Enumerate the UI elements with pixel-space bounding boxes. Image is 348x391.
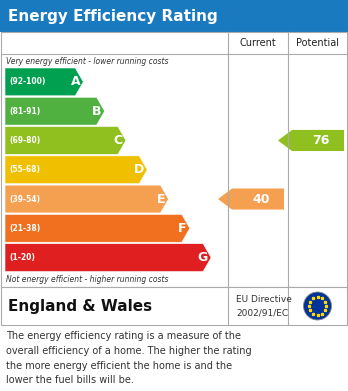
Text: (21-38): (21-38) [9,224,40,233]
Text: (81-91): (81-91) [9,107,40,116]
Text: B: B [92,105,102,118]
Text: G: G [198,251,208,264]
Text: Very energy efficient - lower running costs: Very energy efficient - lower running co… [6,57,168,66]
Polygon shape [218,188,284,210]
Text: (69-80): (69-80) [9,136,40,145]
Text: Potential: Potential [296,38,339,48]
Text: 40: 40 [252,192,270,206]
Text: Not energy efficient - higher running costs: Not energy efficient - higher running co… [6,275,168,284]
Text: England & Wales: England & Wales [8,298,152,314]
Polygon shape [5,244,211,271]
Polygon shape [5,127,126,154]
Text: A: A [71,75,80,88]
Text: Current: Current [240,38,276,48]
Text: (92-100): (92-100) [9,77,45,86]
Polygon shape [5,214,190,242]
Bar [1,32,347,287]
Text: 76: 76 [312,134,330,147]
Text: E: E [157,192,166,206]
Text: (39-54): (39-54) [9,195,40,204]
Bar [0,0,348,32]
Polygon shape [5,68,83,96]
Circle shape [303,292,332,320]
Polygon shape [278,130,344,151]
Bar [1,287,347,325]
Text: C: C [114,134,123,147]
Polygon shape [5,156,147,184]
Text: F: F [178,222,187,235]
Text: The energy efficiency rating is a measure of the
overall efficiency of a home. T: The energy efficiency rating is a measur… [6,331,252,386]
Text: Energy Efficiency Rating: Energy Efficiency Rating [8,9,218,23]
Text: (1-20): (1-20) [9,253,35,262]
Polygon shape [5,97,105,125]
Text: 2002/91/EC: 2002/91/EC [236,308,288,317]
Text: (55-68): (55-68) [9,165,40,174]
Text: EU Directive: EU Directive [236,296,292,305]
Text: D: D [134,163,144,176]
Polygon shape [5,185,168,213]
